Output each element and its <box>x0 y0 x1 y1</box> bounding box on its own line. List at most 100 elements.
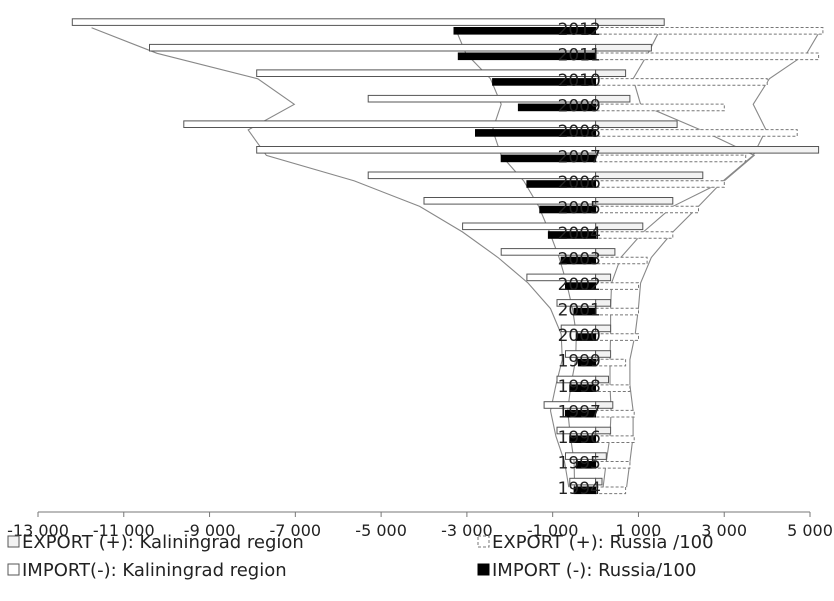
category-label-1997: 1997 <box>558 403 601 423</box>
legend-label-hollow: IMPORT(-): Kaliningrad region <box>22 560 287 581</box>
bar-hollow-1999 <box>565 350 596 358</box>
bar-gray-hollow-2012 <box>595 18 665 26</box>
bar-hollow-2000 <box>560 324 597 333</box>
category-label-1999: 1999 <box>558 352 601 372</box>
bar-hollow-2004 <box>462 222 597 231</box>
bar-solid-black-2010 <box>492 78 597 86</box>
bar-solid-black-1998 <box>569 384 596 392</box>
bar-gray-hollow-2006 <box>595 171 704 180</box>
trend-line-2 <box>626 27 823 488</box>
bar-gray-hollow-2008 <box>595 120 678 129</box>
category-label-1995: 1995 <box>558 454 601 474</box>
bar-hollow-2005 <box>423 197 597 205</box>
bar-dotted-2011 <box>595 52 820 61</box>
bar-solid-black-2000 <box>575 333 597 341</box>
category-label-2010: 2010 <box>558 71 601 91</box>
bar-hollow-2012 <box>71 18 597 26</box>
bar-dotted-1997 <box>595 409 635 418</box>
bar-gray-hollow-2011 <box>595 43 652 52</box>
bar-dotted-2012 <box>595 27 824 35</box>
category-label-1996: 1996 <box>558 428 601 448</box>
legend-swatch-gray-hollow <box>7 535 20 548</box>
x-tick-label: -1 000 <box>527 521 579 540</box>
x-axis-ticks: -13 000 -11 000 -9 000 -7 000 -5 000 -3 000 -1… <box>7 512 833 540</box>
bar-hollow-2008 <box>183 120 597 129</box>
bar-dotted-2008 <box>595 129 798 137</box>
bar-dotted-2004 <box>595 231 674 239</box>
legend-swatch-hollow <box>7 563 20 576</box>
bar-solid-black-2002 <box>565 282 596 290</box>
x-tick-label: 3 000 <box>701 521 747 540</box>
category-label-2007: 2007 <box>558 147 601 167</box>
bar-hollow-2010 <box>256 69 596 78</box>
bar-gray-hollow-2004 <box>595 222 644 231</box>
category-label-1994: 1994 <box>558 479 601 499</box>
category-label-2009: 2009 <box>558 96 601 116</box>
bar-solid-black-2005 <box>539 205 597 214</box>
x-tick-label: -11 000 <box>93 521 155 540</box>
category-label-2011: 2011 <box>558 45 601 65</box>
category-label-2008: 2008 <box>558 122 601 142</box>
bar-solid-black-2008 <box>475 129 597 137</box>
bar-hollow-1994 <box>569 477 596 486</box>
bar-dotted-2001 <box>595 307 639 316</box>
bar-dotted-2010 <box>595 78 768 86</box>
bar-hollow-2007 <box>256 146 596 154</box>
bar-hollow-2009 <box>367 94 597 103</box>
bar-hollow-2001 <box>556 299 597 307</box>
bar-solid-black-2011 <box>457 52 596 61</box>
trend-line-1 <box>91 27 570 488</box>
legend-swatch-dotted <box>477 535 490 548</box>
bar-solid-black-1995 <box>575 461 597 469</box>
category-label-2003: 2003 <box>558 250 601 270</box>
category-label-2002: 2002 <box>558 275 601 295</box>
category-label-2006: 2006 <box>558 173 601 193</box>
legend-label-solid-black: IMPORT (-): Russia/100 <box>492 560 696 581</box>
bar-dotted-1994 <box>595 486 627 495</box>
bar-solid-black-2009 <box>517 103 597 112</box>
bar-solid-black-2012 <box>453 27 596 35</box>
bar-hollow-2002 <box>526 273 597 282</box>
category-label-2012: 2012 <box>558 20 601 40</box>
bar-solid-black-1994 <box>573 486 596 495</box>
category-label-2005: 2005 <box>558 198 601 218</box>
x-tick-label: -3 000 <box>441 521 493 540</box>
bar-dotted-2009 <box>595 103 725 112</box>
bar-hollow-2003 <box>500 248 597 256</box>
x-tick-label: -13 000 <box>7 521 69 540</box>
category-label-1998: 1998 <box>558 377 601 397</box>
bar-dotted-1999 <box>595 358 627 367</box>
bar-hollow-1997 <box>543 401 597 409</box>
bar-dotted-1998 <box>595 384 631 392</box>
x-tick-label: 5 000 <box>787 521 833 540</box>
bar-solid-black-1997 <box>565 409 596 418</box>
legend-label-gray-hollow: EXPORT (+): Kaliningrad region <box>22 532 304 553</box>
legend-label-dotted: EXPORT (+): Russia /100 <box>492 532 714 553</box>
bar-gray-hollow-2005 <box>595 197 674 205</box>
bar-hollow-1996 <box>556 426 597 435</box>
bar-solid-black-1999 <box>577 358 597 367</box>
legend-swatch-solid-black <box>477 563 490 576</box>
bars-group <box>71 18 824 495</box>
bar-solid-black-2006 <box>526 180 597 188</box>
category-label-2004: 2004 <box>558 224 601 244</box>
x-tick-label: -9 000 <box>184 521 236 540</box>
legend: EXPORT (+): Kaliningrad region EXPORT (+)… <box>7 532 714 581</box>
bar-dotted-1995 <box>595 461 631 469</box>
bar-solid-black-1996 <box>569 435 596 443</box>
bar-solid-black-2003 <box>560 256 597 265</box>
bar-solid-black-2004 <box>547 231 597 239</box>
bar-dotted-2005 <box>595 205 699 214</box>
bar-dotted-2006 <box>595 180 725 188</box>
bar-dotted-2003 <box>595 256 648 265</box>
bar-hollow-2011 <box>149 43 596 52</box>
bar-hollow-2006 <box>367 171 597 180</box>
bar-hollow-1998 <box>556 375 597 384</box>
bar-solid-black-2007 <box>500 154 597 163</box>
x-tick-label: -7 000 <box>270 521 322 540</box>
x-tick-label: 1 000 <box>615 521 661 540</box>
category-label-2001: 2001 <box>558 301 601 321</box>
bar-dotted-2002 <box>595 282 639 290</box>
